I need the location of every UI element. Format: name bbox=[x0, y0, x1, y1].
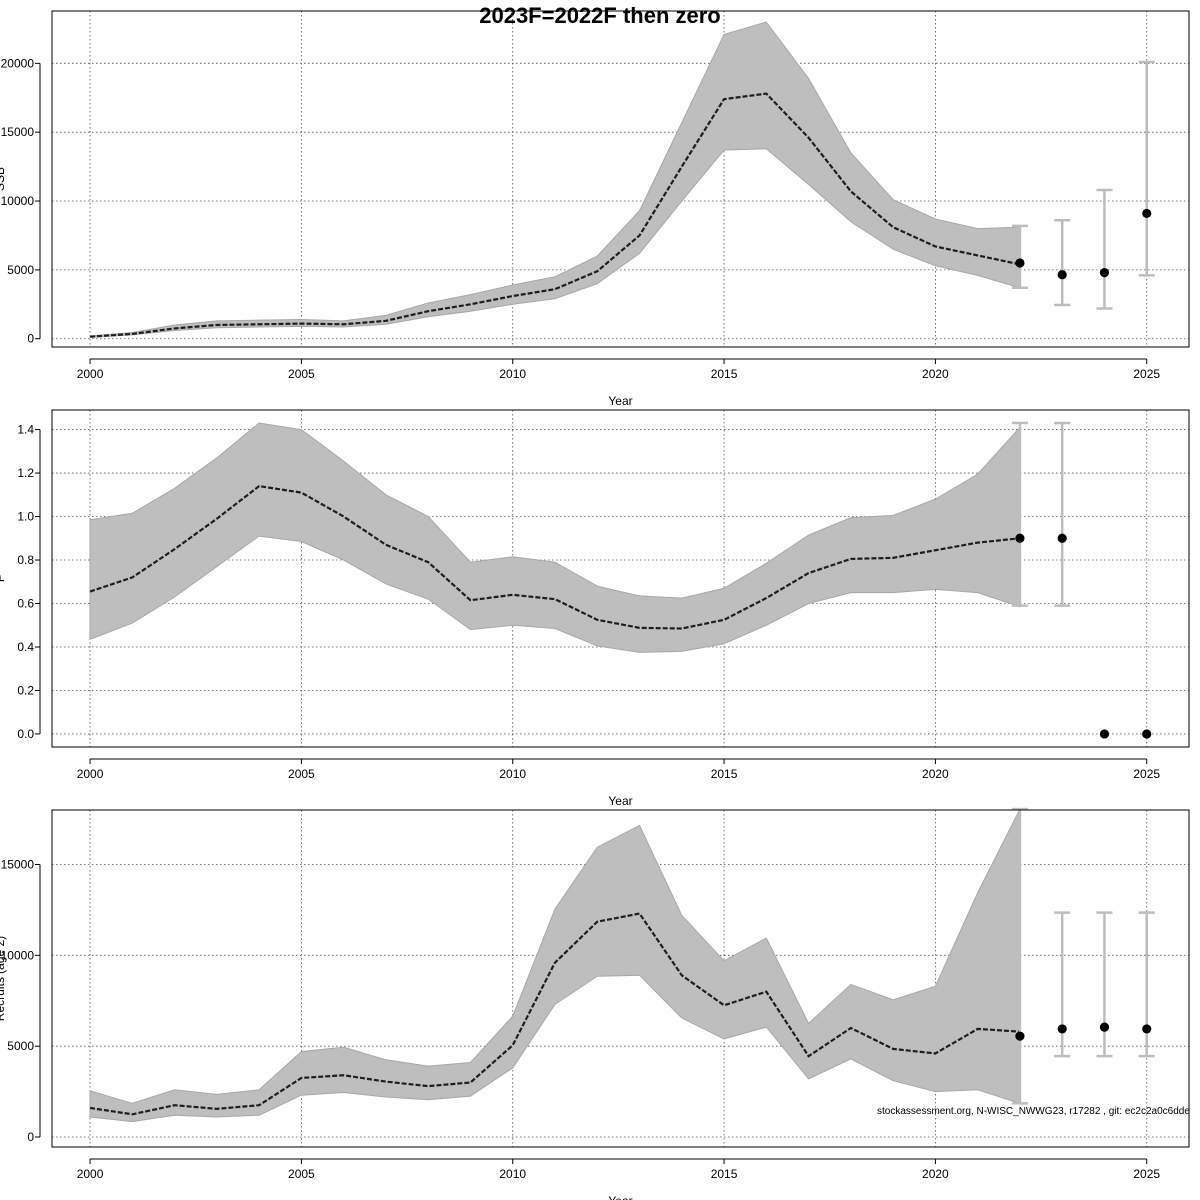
x-tick-label: 2015 bbox=[711, 767, 738, 781]
x-tick-label: 2015 bbox=[711, 1167, 738, 1181]
forecast-point bbox=[1015, 258, 1025, 268]
y-axis-label: F bbox=[0, 575, 7, 582]
y-tick-label: 0.6 bbox=[17, 597, 34, 611]
forecast-point bbox=[1057, 533, 1067, 543]
recruitment-confidence-band bbox=[89, 808, 1021, 1123]
fbar-panel: 2000 2005 2010 2015 2020 2025 Year 0.0 0.2 0.4 0.6… bbox=[0, 409, 1190, 808]
ssb-confidence-band bbox=[89, 21, 1021, 338]
footer-credit: stockassessment.org, N-WISC_NWWG23, r172… bbox=[877, 1106, 1190, 1117]
x-tick-label: 2025 bbox=[1133, 1167, 1160, 1181]
ssb-plot-frame bbox=[51, 10, 1190, 348]
fbar-estimate-line bbox=[89, 484, 1021, 630]
x-tick-label: 2005 bbox=[288, 367, 315, 381]
x-tick-label: 2005 bbox=[288, 1167, 315, 1181]
x-tick-label: 2010 bbox=[499, 767, 526, 781]
forecast-point bbox=[1142, 208, 1152, 219]
y-tick-label: 0 bbox=[27, 1130, 34, 1144]
x-tick-label: 2010 bbox=[499, 367, 526, 381]
fbar-plot-frame bbox=[51, 409, 1190, 748]
y-tick-label: 5000 bbox=[7, 1039, 34, 1053]
y-tick-label: 15000 bbox=[1, 858, 35, 872]
y-tick-label: 5000 bbox=[7, 263, 34, 277]
forecast-point bbox=[1015, 1031, 1025, 1041]
x-axis-label: Year bbox=[608, 394, 632, 408]
x-axis-label: Year bbox=[608, 794, 632, 808]
forecast-point bbox=[1142, 729, 1152, 739]
recruitment-panel: 2000 2005 2010 2015 2020 2025 Year 0 5000 10000 15… bbox=[0, 807, 1190, 1200]
x-tick-label: 2025 bbox=[1133, 767, 1160, 781]
x-tick-label: 2020 bbox=[922, 767, 949, 781]
y-tick-label: 15000 bbox=[1, 125, 35, 139]
x-axis-label: Year bbox=[608, 1194, 632, 1200]
recruitment-estimate-line bbox=[89, 912, 1021, 1116]
y-tick-label: 0.0 bbox=[17, 727, 34, 741]
x-tick-label: 2000 bbox=[77, 367, 104, 381]
forecast-point bbox=[1099, 268, 1110, 278]
x-tick-label: 2015 bbox=[711, 367, 738, 381]
forecast-point bbox=[1057, 1024, 1067, 1034]
chart-title: 2023F=2022F then zero bbox=[479, 3, 721, 28]
y-tick-label: 1.4 bbox=[17, 423, 34, 437]
y-tick-label: 0.2 bbox=[17, 683, 34, 697]
y-tick-label: 10000 bbox=[1, 948, 35, 962]
y-axis-label: Recruits (age 2) bbox=[0, 936, 7, 1021]
forecast-point bbox=[1015, 533, 1025, 543]
x-tick-label: 2020 bbox=[922, 367, 949, 381]
forecast-point bbox=[1142, 1024, 1152, 1034]
x-tick-label: 2000 bbox=[77, 767, 104, 781]
y-tick-label: 10000 bbox=[1, 194, 35, 208]
y-tick-label: 1.2 bbox=[17, 466, 34, 480]
x-tick-label: 2020 bbox=[922, 1167, 949, 1181]
x-tick-label: 2005 bbox=[288, 767, 315, 781]
forecast-point bbox=[1099, 1022, 1110, 1032]
forecast-point bbox=[1099, 729, 1110, 739]
fbar-confidence-band bbox=[89, 422, 1021, 653]
y-tick-label: 1.0 bbox=[17, 510, 34, 524]
ssb-estimate-line bbox=[89, 92, 1021, 338]
ssb-panel: 2000 2005 2010 2015 2020 2025 Year 0 5000 10000 15… bbox=[0, 10, 1190, 408]
y-tick-label: 0.4 bbox=[17, 640, 34, 654]
y-axis-label: SSB bbox=[0, 167, 7, 191]
x-tick-label: 2025 bbox=[1133, 367, 1160, 381]
recruitment-plot-frame bbox=[51, 809, 1190, 1148]
y-tick-label: 20000 bbox=[1, 56, 35, 70]
y-tick-label: 0.8 bbox=[17, 553, 34, 567]
y-tick-label: 0 bbox=[27, 332, 34, 346]
x-tick-label: 2000 bbox=[77, 1167, 104, 1181]
forecast-point bbox=[1057, 270, 1067, 280]
x-tick-label: 2010 bbox=[499, 1167, 526, 1181]
